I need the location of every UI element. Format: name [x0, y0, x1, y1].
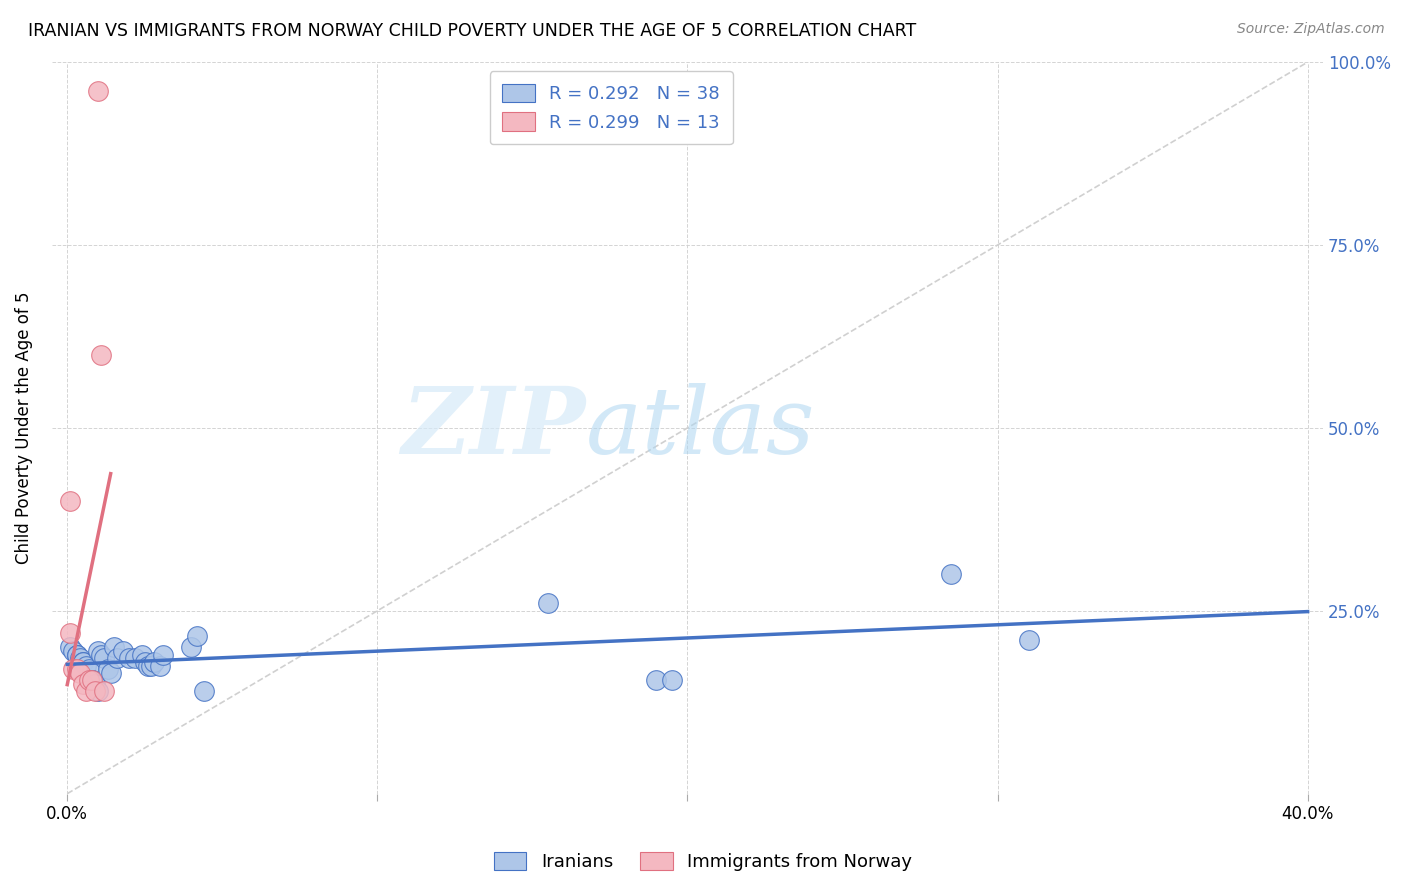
Point	[180, 640, 202, 655]
Point	[103, 640, 125, 655]
Point	[90, 648, 112, 662]
Point	[72, 677, 94, 691]
Point	[131, 648, 153, 662]
Point	[80, 673, 103, 688]
Point	[62, 644, 84, 658]
Legend: R = 0.292   N = 38, R = 0.299   N = 13: R = 0.292 N = 38, R = 0.299 N = 13	[489, 71, 733, 145]
Point	[537, 597, 560, 611]
Point	[84, 677, 107, 691]
Text: ZIP: ZIP	[402, 383, 586, 473]
Point	[105, 651, 128, 665]
Point	[645, 673, 668, 688]
Point	[80, 673, 103, 688]
Point	[124, 651, 146, 665]
Point	[143, 655, 166, 669]
Point	[84, 684, 107, 698]
Point	[100, 665, 122, 680]
Text: IRANIAN VS IMMIGRANTS FROM NORWAY CHILD POVERTY UNDER THE AGE OF 5 CORRELATION C: IRANIAN VS IMMIGRANTS FROM NORWAY CHILD …	[28, 22, 917, 40]
Point	[62, 662, 84, 676]
Point	[139, 658, 162, 673]
Point	[69, 651, 91, 665]
Legend: Iranians, Immigrants from Norway: Iranians, Immigrants from Norway	[486, 845, 920, 879]
Point	[75, 658, 97, 673]
Point	[93, 651, 115, 665]
Text: atlas: atlas	[586, 383, 815, 473]
Point	[59, 494, 82, 508]
Point	[69, 665, 91, 680]
Point	[75, 684, 97, 698]
Point	[72, 655, 94, 669]
Point	[87, 84, 110, 98]
Point	[97, 662, 120, 676]
Point	[65, 662, 87, 676]
Point	[87, 644, 110, 658]
Point	[93, 684, 115, 698]
Point	[90, 348, 112, 362]
Point	[87, 684, 110, 698]
Point	[193, 684, 215, 698]
Point	[136, 658, 159, 673]
Y-axis label: Child Poverty Under the Age of 5: Child Poverty Under the Age of 5	[15, 292, 32, 564]
Point	[112, 644, 135, 658]
Point	[149, 658, 172, 673]
Point	[134, 655, 156, 669]
Point	[59, 625, 82, 640]
Point	[59, 640, 82, 655]
Point	[77, 673, 100, 688]
Point	[661, 673, 683, 688]
Point	[72, 655, 94, 669]
Text: Source: ZipAtlas.com: Source: ZipAtlas.com	[1237, 22, 1385, 37]
Point	[65, 648, 87, 662]
Point	[65, 648, 87, 662]
Point	[186, 629, 208, 643]
Point	[80, 673, 103, 688]
Point	[939, 567, 962, 582]
Point	[77, 662, 100, 676]
Point	[1018, 633, 1040, 648]
Point	[118, 651, 141, 665]
Point	[152, 648, 174, 662]
